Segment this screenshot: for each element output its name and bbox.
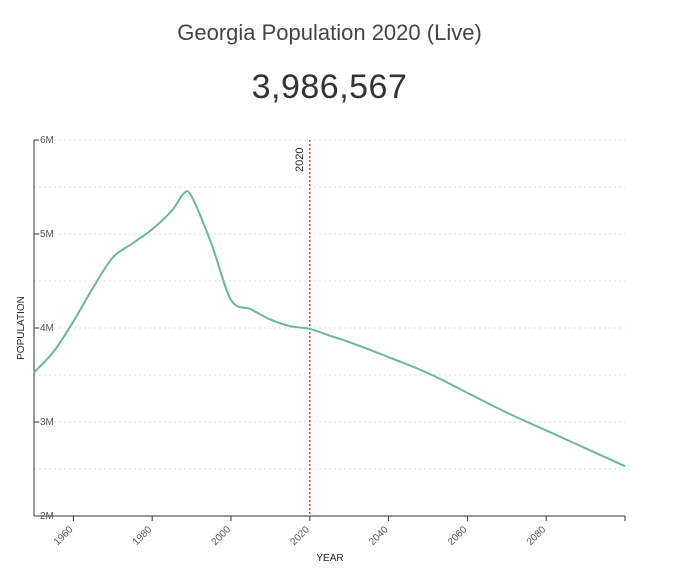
x-tick-label: 2060 bbox=[446, 524, 470, 548]
x-tick-label: 2080 bbox=[525, 524, 549, 548]
y-ticks: 2M 3M 4M 5M 6M bbox=[34, 135, 54, 522]
y-tick-label: 4M bbox=[40, 323, 54, 334]
year-marker-label: 2020 bbox=[294, 148, 306, 172]
x-tick-label: 1980 bbox=[131, 524, 155, 548]
live-population-counter: 3,986,567 bbox=[251, 68, 408, 106]
series-layer bbox=[33, 190, 626, 468]
x-tick-label: 1960 bbox=[52, 524, 76, 548]
y-tick-label: 3M bbox=[40, 417, 54, 428]
chart-title: Georgia Population 2020 (Live) bbox=[177, 20, 482, 45]
x-axis-title: YEAR bbox=[316, 553, 343, 564]
grid-lines bbox=[34, 139, 625, 470]
x-tick-label: 2000 bbox=[210, 524, 234, 548]
population-series-line bbox=[33, 190, 626, 468]
y-tick-label: 6M bbox=[40, 135, 54, 146]
x-tick-label: 2020 bbox=[288, 524, 312, 548]
y-tick-label: 5M bbox=[40, 229, 54, 240]
y-axis-title: POPULATION bbox=[16, 296, 27, 360]
y-tick-label: 2M bbox=[40, 511, 54, 522]
x-tick-label: 2040 bbox=[367, 524, 391, 548]
x-ticks: 1960 1980 2000 2020 2040 2060 2080 bbox=[52, 516, 626, 548]
